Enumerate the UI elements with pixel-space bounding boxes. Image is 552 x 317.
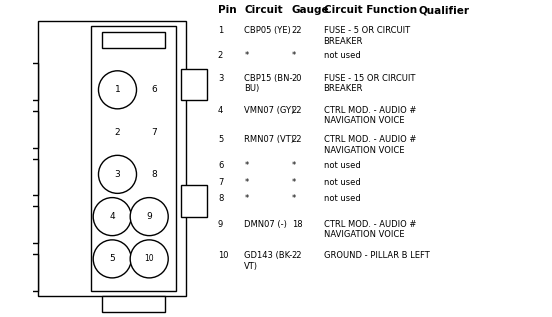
Text: 1: 1 <box>218 26 223 36</box>
Text: RMN07 (VT): RMN07 (VT) <box>245 135 294 144</box>
Text: GD143 (BK-
VT): GD143 (BK- VT) <box>245 251 293 271</box>
Text: 9: 9 <box>218 220 223 229</box>
Text: *: * <box>245 51 248 60</box>
Circle shape <box>93 197 131 236</box>
Text: 6: 6 <box>218 161 223 170</box>
Text: FUSE - 5 OR CIRCUIT
BREAKER: FUSE - 5 OR CIRCUIT BREAKER <box>323 26 410 46</box>
Text: 4: 4 <box>218 106 223 115</box>
Text: DMN07 (-): DMN07 (-) <box>245 220 287 229</box>
Text: *: * <box>245 161 248 170</box>
Text: CBP15 (BN-
BU): CBP15 (BN- BU) <box>245 74 293 94</box>
Text: 20: 20 <box>292 74 302 83</box>
Text: 3: 3 <box>218 74 223 83</box>
Text: 22: 22 <box>292 106 302 115</box>
Text: *: * <box>245 194 248 204</box>
Text: 8: 8 <box>152 170 157 179</box>
Text: 5: 5 <box>218 135 223 144</box>
Bar <box>91 26 176 291</box>
Text: 18: 18 <box>292 220 302 229</box>
Bar <box>181 185 208 217</box>
Text: Circuit: Circuit <box>245 5 283 15</box>
Text: not used: not used <box>323 161 360 170</box>
Text: not used: not used <box>323 194 360 204</box>
Circle shape <box>130 197 168 236</box>
Text: Circuit Function: Circuit Function <box>323 5 417 15</box>
Text: Pin: Pin <box>218 5 236 15</box>
Text: 10: 10 <box>218 251 229 261</box>
Text: VMN07 (GY): VMN07 (GY) <box>245 106 295 115</box>
Text: 22: 22 <box>292 135 302 144</box>
Text: 2: 2 <box>115 127 120 137</box>
Text: 9: 9 <box>146 212 152 221</box>
Bar <box>0 254 38 291</box>
Text: CTRL MOD. - AUDIO #
NAVIGATION VOICE: CTRL MOD. - AUDIO # NAVIGATION VOICE <box>323 106 416 125</box>
Text: FUSE - 15 OR CIRCUIT
BREAKER: FUSE - 15 OR CIRCUIT BREAKER <box>323 74 415 94</box>
Circle shape <box>98 155 136 193</box>
Circle shape <box>93 240 131 278</box>
Text: *: * <box>245 178 248 186</box>
Text: 1: 1 <box>115 85 120 94</box>
Text: 7: 7 <box>152 127 157 137</box>
Bar <box>0 158 38 196</box>
Text: 4: 4 <box>109 212 115 221</box>
Text: CTRL MOD. - AUDIO #
NAVIGATION VOICE: CTRL MOD. - AUDIO # NAVIGATION VOICE <box>323 220 416 239</box>
Text: not used: not used <box>323 178 360 186</box>
Text: 22: 22 <box>292 251 302 261</box>
Bar <box>0 206 38 243</box>
Bar <box>102 296 165 312</box>
Bar <box>181 69 208 100</box>
Text: 5: 5 <box>109 254 115 263</box>
Text: 10: 10 <box>145 254 154 263</box>
Text: *: * <box>292 178 296 186</box>
Text: 3: 3 <box>115 170 120 179</box>
Text: CBP05 (YE): CBP05 (YE) <box>245 26 291 36</box>
Text: 2: 2 <box>218 51 223 60</box>
Text: GROUND - PILLAR B LEFT: GROUND - PILLAR B LEFT <box>323 251 429 261</box>
Text: 8: 8 <box>218 194 223 204</box>
Bar <box>0 111 38 148</box>
Bar <box>0 63 38 100</box>
Text: not used: not used <box>323 51 360 60</box>
Text: 6: 6 <box>152 85 157 94</box>
Text: Gauge: Gauge <box>292 5 330 15</box>
Text: 7: 7 <box>218 178 223 186</box>
Text: Qualifier: Qualifier <box>418 5 470 15</box>
Text: 22: 22 <box>292 26 302 36</box>
Circle shape <box>130 240 168 278</box>
Bar <box>38 21 186 296</box>
Text: CTRL MOD. - AUDIO #
NAVIGATION VOICE: CTRL MOD. - AUDIO # NAVIGATION VOICE <box>323 135 416 155</box>
Circle shape <box>98 71 136 109</box>
Text: *: * <box>292 161 296 170</box>
Text: *: * <box>292 194 296 204</box>
Text: *: * <box>292 51 296 60</box>
Bar <box>102 32 165 48</box>
